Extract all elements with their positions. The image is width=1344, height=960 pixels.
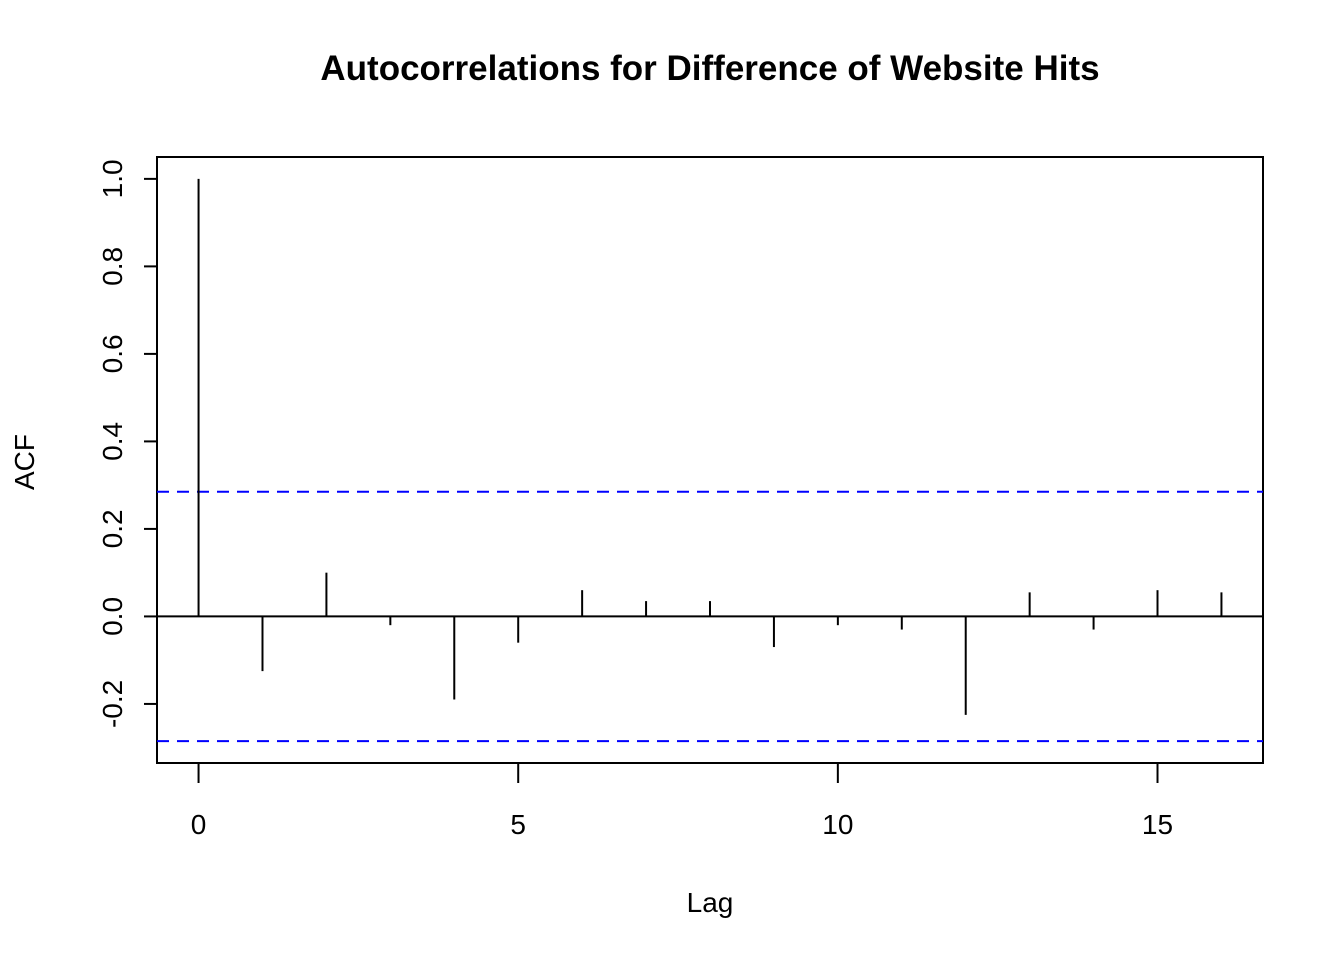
y-tick-label: -0.2 [97,680,128,728]
x-tick-label: 5 [510,809,526,840]
y-tick-label: 0.0 [97,597,128,636]
acf-stems [197,178,1223,715]
x-tick-label: 15 [1142,809,1173,840]
y-axis-label: ACF [9,434,40,490]
x-tick-label: 0 [191,809,207,840]
chart-title: Autocorrelations for Difference of Websi… [320,49,1099,88]
y-tick-label: 0.4 [97,422,128,461]
y-tick-label: 0.8 [97,247,128,286]
y-tick-label: 0.2 [97,509,128,548]
confidence-bounds [157,490,1263,743]
y-axis: -0.2 0.0 0.2 0.4 0.6 0.8 1.0 [97,159,158,728]
y-tick-label: 0.6 [97,334,128,373]
x-tick-label: 10 [822,809,853,840]
x-axis-label: Lag [687,887,734,918]
y-tick-label: 1.0 [97,159,128,198]
x-axis: 0 5 10 15 [191,762,1173,840]
plot-frame [156,156,1264,764]
